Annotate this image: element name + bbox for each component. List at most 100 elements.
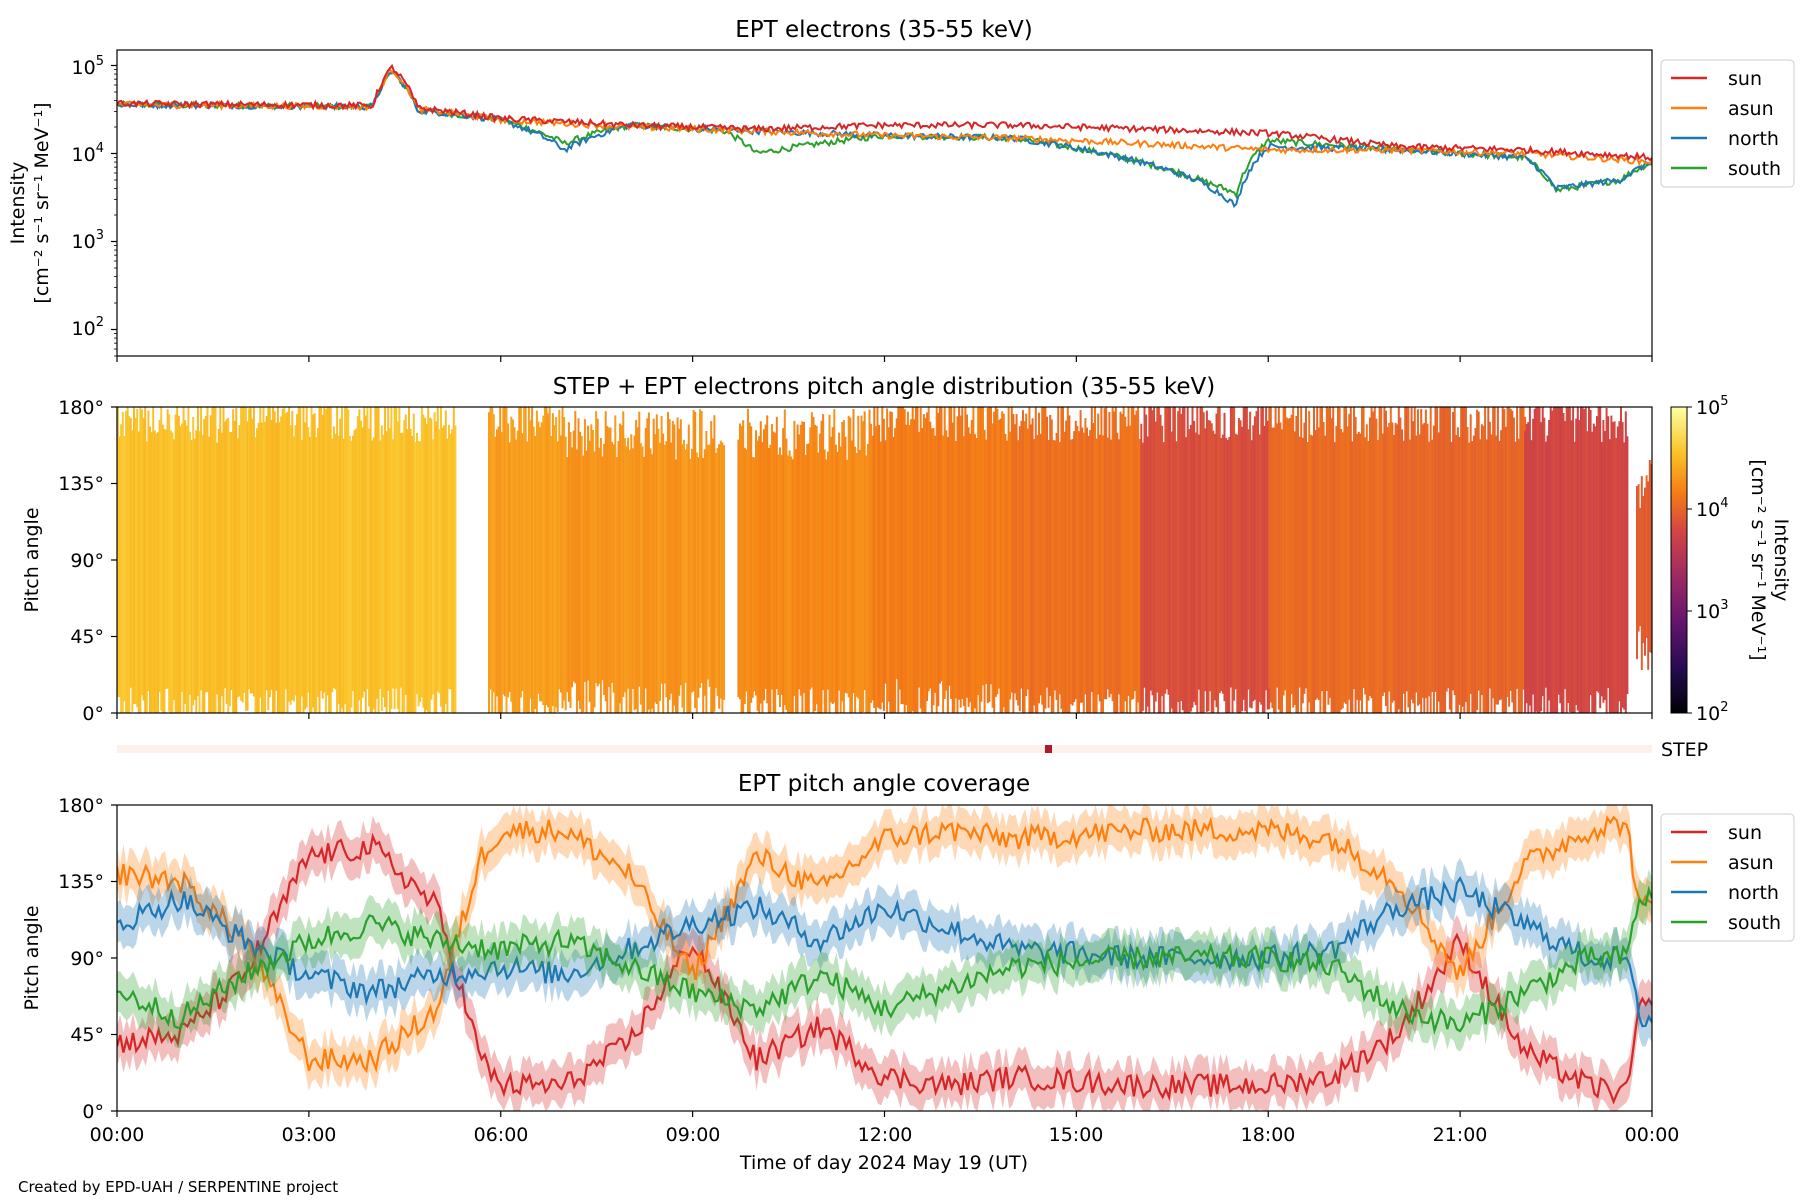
heatmap-cell: [675, 459, 677, 713]
heatmap-cell: [1273, 427, 1275, 713]
heatmap-cell: [432, 439, 434, 695]
heatmap-cell: [136, 408, 139, 708]
x-tick-marks: [111, 64, 1653, 1117]
heatmap-cell: [248, 408, 251, 690]
heatmap-cell: [404, 414, 407, 695]
heatmap-cell: [1377, 440, 1379, 713]
heatmap-cell: [1591, 431, 1594, 713]
heatmap-cell: [262, 407, 265, 713]
heatmap-cell: [1348, 413, 1351, 700]
heatmap-cell: [307, 427, 310, 693]
heatmap-cell: [240, 407, 243, 701]
heatmap-cell: [1220, 438, 1223, 692]
heatmap-cell: [1268, 407, 1271, 689]
heatmap-cell: [275, 422, 278, 691]
panel3-ytick-90: 90°: [70, 948, 104, 970]
heatmap-cell: [1401, 429, 1403, 713]
heatmap-cell: [970, 419, 973, 713]
heatmap-cell: [1567, 407, 1570, 703]
heatmap-cell: [801, 421, 804, 713]
heatmap-cell: [1228, 437, 1231, 713]
heatmap-segment-2: [340, 407, 457, 713]
heatmap-cell: [1274, 407, 1277, 713]
heatmap-cell: [767, 448, 770, 713]
coverage-line-sun: [117, 832, 1652, 1105]
heatmap-cell: [1412, 421, 1415, 704]
heatmap-cell: [1185, 437, 1188, 713]
heatmap-cell: [1604, 431, 1606, 700]
panel1-frame: [116, 49, 1653, 357]
heatmap-cell: [1117, 439, 1120, 695]
heatmap-cell: [329, 407, 332, 713]
heatmap-cell: [216, 442, 219, 695]
heatmap-cell: [254, 437, 257, 713]
panel2-colorbar: 105 104 103 102 Intensity [cm⁻² s⁻¹ sr⁻¹…: [1670, 394, 1792, 725]
heatmap-cell: [1309, 434, 1312, 713]
heatmap-cell: [684, 449, 687, 683]
panel3-ytick-45: 45°: [70, 1024, 104, 1046]
heatmap-cell: [1466, 427, 1469, 713]
heatmap-cell: [747, 408, 749, 713]
heatmap-cell: [540, 422, 543, 702]
heatmap-cell: [232, 409, 235, 713]
heatmap-cell: [1488, 421, 1491, 689]
heatmap-cell: [1233, 407, 1236, 701]
heatmap-cell: [1501, 407, 1504, 713]
heatmap-cell: [1482, 425, 1485, 713]
heatmap-cell: [1600, 441, 1603, 697]
heatmap-cell: [1305, 407, 1307, 689]
xtick-label-5: 15:00: [1049, 1124, 1104, 1146]
heatmap-cell: [1303, 422, 1306, 694]
panel1-plot-area: [117, 63, 1652, 209]
heatmap-cell: [1026, 428, 1029, 690]
heatmap-cell: [1572, 407, 1575, 713]
heatmap-cell: [1089, 430, 1092, 713]
heatmap-cell: [142, 418, 145, 701]
heatmap-cell: [1610, 415, 1613, 713]
panel2-ytick-0: 0°: [82, 703, 104, 725]
heatmap-cell: [1049, 414, 1052, 696]
heatmap-cell: [1199, 407, 1202, 713]
heatmap-cell: [1146, 436, 1149, 707]
heatmap-cell: [623, 438, 626, 693]
heatmap-cell: [822, 414, 825, 691]
heatmap-cell: [841, 422, 844, 702]
heatmap-cell: [1097, 413, 1100, 695]
heatmap-cell: [1530, 440, 1533, 713]
heatmap-cell: [769, 444, 772, 713]
heatmap-cell: [1461, 407, 1464, 707]
heatmap-cell: [887, 427, 890, 702]
heatmap-cell: [868, 409, 871, 713]
heatmap-cell: [1645, 475, 1648, 639]
heatmap-cell: [1143, 407, 1146, 688]
heatmap-cell: [983, 429, 986, 713]
heatmap-cell: [697, 457, 700, 698]
heatmap-cell: [1650, 463, 1652, 653]
heatmap-cell: [612, 444, 615, 693]
xtick-label-3: 09:00: [666, 1124, 721, 1146]
heatmap-cell: [380, 425, 383, 711]
heatmap-cell: [125, 411, 127, 713]
heatmap-cell: [1034, 407, 1037, 713]
heatmap-cell: [1145, 414, 1148, 713]
heatmap-cell: [707, 444, 709, 680]
heatmap-cell: [1284, 407, 1287, 691]
heatmap-cell: [534, 436, 537, 709]
heatmap-cell: [625, 446, 628, 713]
heatmap-cell: [1212, 430, 1215, 713]
heatmap-cell: [595, 411, 598, 683]
heatmap-cell: [817, 452, 820, 713]
heatmap-cell: [1071, 439, 1074, 706]
heatmap-cell: [1025, 413, 1028, 696]
heatmap-cell: [414, 442, 417, 713]
heatmap-cell: [1496, 407, 1499, 705]
heatmap-cell: [1448, 407, 1451, 710]
heatmap-cell: [1082, 432, 1085, 713]
heatmap-cell: [569, 432, 572, 708]
heatmap-cell: [366, 407, 369, 690]
heatmap-cell: [804, 454, 807, 713]
heatmap-cell: [1221, 434, 1224, 694]
heatmap-cell: [1055, 432, 1058, 701]
heatmap-cell: [217, 429, 220, 713]
heatmap-cell: [825, 459, 828, 713]
